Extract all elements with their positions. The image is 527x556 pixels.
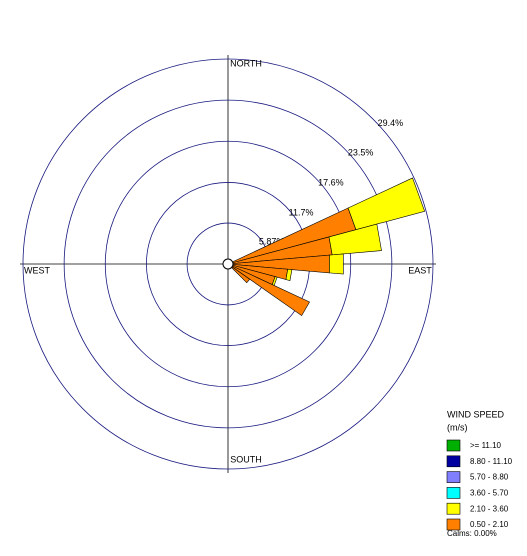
legend-swatch [446,471,461,483]
legend-swatch [446,487,461,499]
ring-label: 29.4% [378,118,404,128]
center-dot [222,258,234,270]
legend-label: 2.10 - 3.60 [470,504,509,513]
calms-label: Calms: 0.00% [447,529,497,538]
legend-swatch [446,455,461,468]
ring-label: 11.7% [289,207,314,217]
wind-bar [285,268,293,281]
ring [104,140,352,388]
wind-bar [227,263,251,284]
wind-bar [347,177,426,231]
ring [22,58,434,470]
legend-label: 0.50 - 2.10 [470,520,509,529]
legend-swatch [446,518,461,531]
ring-label: 17.6% [318,178,344,188]
legend-label: 3.60 - 5.70 [470,489,509,498]
legend-swatch [446,439,461,452]
ring-label: 5.87% [259,237,285,247]
legend-unit: (m/s) [447,422,468,432]
ring-label: 23.5% [348,148,374,158]
compass-label: EAST [408,265,432,275]
legend-label: 8.80 - 11.10 [470,457,513,466]
legend-label: 5.70 - 8.80 [470,473,509,482]
wind-bar [329,253,344,275]
wind-bar [227,263,310,317]
legend-title: WIND SPEED [447,409,505,419]
compass-label: NORTH [230,58,262,68]
ring [63,99,393,429]
compass-label: SOUTH [230,454,262,464]
compass-label: WEST [24,265,51,275]
legend-label: >= 11.10 [470,441,502,450]
legend-swatch [446,502,461,515]
wind-bar [328,223,382,256]
